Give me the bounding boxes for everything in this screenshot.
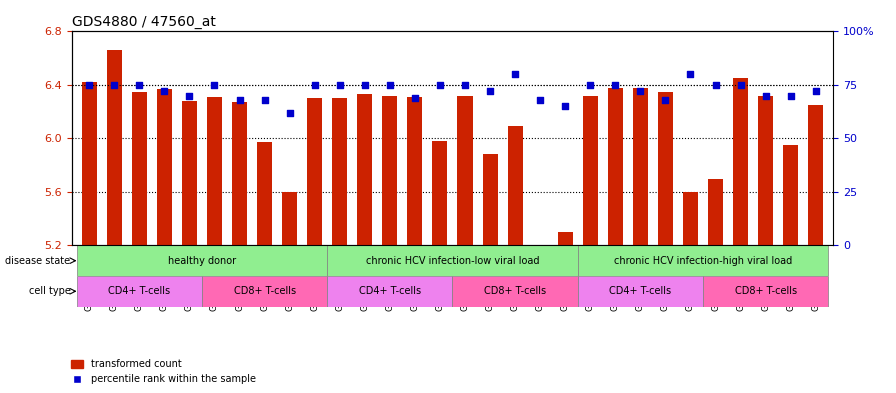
- Text: CD4+ T-cells: CD4+ T-cells: [108, 286, 170, 296]
- Point: [558, 103, 573, 110]
- Text: CD8+ T-cells: CD8+ T-cells: [234, 286, 296, 296]
- Bar: [332, 98, 348, 245]
- Text: disease state: disease state: [5, 256, 71, 266]
- Bar: [508, 127, 522, 245]
- Bar: [633, 88, 648, 245]
- Point: [709, 82, 723, 88]
- Text: CD8+ T-cells: CD8+ T-cells: [735, 286, 797, 296]
- Bar: [483, 154, 497, 245]
- Point: [659, 97, 673, 103]
- Point: [157, 88, 171, 94]
- Point: [132, 82, 146, 88]
- Point: [182, 92, 196, 99]
- Text: CD4+ T-cells: CD4+ T-cells: [358, 286, 421, 296]
- Bar: [658, 92, 673, 245]
- Bar: [783, 145, 798, 245]
- Point: [207, 82, 221, 88]
- Point: [684, 71, 698, 77]
- Legend: transformed count, percentile rank within the sample: transformed count, percentile rank withi…: [67, 356, 260, 388]
- Point: [282, 110, 297, 116]
- Point: [508, 71, 522, 77]
- Point: [108, 82, 122, 88]
- Bar: [107, 50, 122, 245]
- Point: [808, 88, 823, 94]
- Point: [232, 97, 246, 103]
- Bar: [202, 276, 327, 307]
- Bar: [408, 97, 422, 245]
- Bar: [327, 276, 452, 307]
- Bar: [77, 245, 327, 276]
- Bar: [808, 105, 823, 245]
- Text: CD4+ T-cells: CD4+ T-cells: [609, 286, 671, 296]
- Bar: [77, 276, 202, 307]
- Point: [433, 82, 447, 88]
- Point: [383, 82, 397, 88]
- Bar: [703, 276, 828, 307]
- Bar: [578, 276, 703, 307]
- Bar: [582, 95, 598, 245]
- Text: CD8+ T-cells: CD8+ T-cells: [484, 286, 547, 296]
- Bar: [182, 101, 197, 245]
- Bar: [607, 88, 623, 245]
- Bar: [257, 142, 272, 245]
- Point: [633, 88, 648, 94]
- Bar: [232, 102, 247, 245]
- Bar: [683, 192, 698, 245]
- Text: healthy donor: healthy donor: [168, 256, 236, 266]
- Point: [483, 88, 497, 94]
- Bar: [452, 276, 578, 307]
- Point: [734, 82, 748, 88]
- Bar: [458, 95, 472, 245]
- Bar: [82, 82, 97, 245]
- Point: [358, 82, 372, 88]
- Bar: [578, 245, 828, 276]
- Bar: [207, 97, 222, 245]
- Point: [307, 82, 322, 88]
- Text: cell type: cell type: [29, 286, 71, 296]
- Bar: [708, 178, 723, 245]
- Point: [257, 97, 271, 103]
- Bar: [358, 94, 373, 245]
- Text: chronic HCV infection-low viral load: chronic HCV infection-low viral load: [366, 256, 539, 266]
- Point: [408, 95, 422, 101]
- Point: [332, 82, 347, 88]
- Bar: [557, 232, 573, 245]
- Point: [608, 82, 623, 88]
- Point: [759, 92, 773, 99]
- Bar: [433, 141, 447, 245]
- Bar: [282, 192, 297, 245]
- Text: GDS4880 / 47560_at: GDS4880 / 47560_at: [72, 15, 216, 29]
- Point: [583, 82, 598, 88]
- Bar: [733, 78, 748, 245]
- Point: [82, 82, 97, 88]
- Point: [783, 92, 797, 99]
- Bar: [157, 89, 172, 245]
- Bar: [132, 92, 147, 245]
- Text: chronic HCV infection-high viral load: chronic HCV infection-high viral load: [614, 256, 792, 266]
- Bar: [758, 95, 773, 245]
- Bar: [383, 95, 397, 245]
- Bar: [307, 98, 323, 245]
- Bar: [327, 245, 578, 276]
- Point: [458, 82, 472, 88]
- Point: [533, 97, 547, 103]
